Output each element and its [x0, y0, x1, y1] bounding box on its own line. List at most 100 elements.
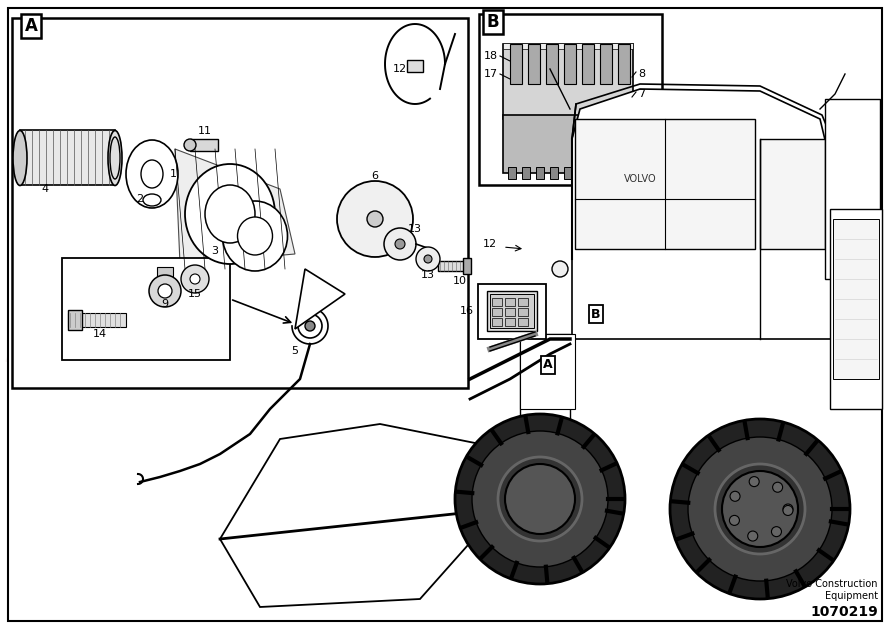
Bar	[522, 167, 530, 179]
Bar	[62, 258, 230, 360]
Bar	[479, 14, 662, 185]
Polygon shape	[350, 539, 365, 559]
Bar	[492, 298, 502, 306]
Text: Diesel-Engines: Diesel-Engines	[2, 348, 123, 407]
Bar	[618, 44, 630, 84]
Circle shape	[670, 419, 850, 599]
Polygon shape	[572, 89, 832, 339]
Circle shape	[472, 431, 608, 567]
Bar	[20, 130, 115, 185]
Circle shape	[498, 457, 582, 541]
Bar	[546, 44, 558, 84]
Bar	[68, 313, 126, 327]
Bar	[518, 298, 528, 306]
Circle shape	[773, 482, 782, 493]
Bar	[520, 334, 575, 409]
Circle shape	[298, 314, 322, 338]
Text: 8: 8	[638, 69, 645, 79]
Text: 紧发动力: 紧发动力	[454, 491, 525, 540]
Text: VOLVO: VOLVO	[624, 174, 656, 184]
Bar	[518, 318, 528, 326]
Bar	[536, 167, 544, 179]
Bar	[12, 18, 468, 388]
Circle shape	[184, 139, 196, 151]
Polygon shape	[310, 539, 325, 559]
Text: 1070219: 1070219	[810, 605, 878, 619]
Polygon shape	[520, 334, 570, 429]
Text: A: A	[543, 359, 553, 372]
Circle shape	[455, 414, 625, 584]
Circle shape	[748, 531, 757, 541]
Circle shape	[783, 504, 793, 514]
Text: Diesel-Engines: Diesel-Engines	[442, 521, 554, 574]
Bar	[503, 43, 633, 49]
Bar	[503, 44, 633, 119]
Text: 4: 4	[42, 184, 49, 194]
Ellipse shape	[13, 130, 27, 186]
Bar	[492, 308, 502, 316]
Polygon shape	[126, 313, 132, 327]
Circle shape	[552, 261, 568, 277]
Text: 12: 12	[393, 64, 407, 74]
Circle shape	[158, 284, 172, 298]
Text: Diesel-Engines: Diesel-Engines	[260, 115, 381, 174]
Ellipse shape	[185, 164, 275, 264]
Text: 14: 14	[93, 329, 107, 339]
Bar	[830, 209, 882, 409]
Text: 15: 15	[188, 289, 202, 299]
Circle shape	[722, 471, 798, 547]
Text: Diesel-Engines: Diesel-Engines	[64, 159, 185, 218]
Text: 7: 7	[638, 89, 645, 99]
Bar	[487, 291, 537, 331]
Text: 紧发动力: 紧发动力	[5, 320, 84, 372]
Ellipse shape	[143, 194, 161, 206]
Circle shape	[305, 321, 315, 331]
Bar	[575, 119, 755, 249]
Text: 紧发动力: 紧发动力	[454, 303, 525, 352]
Polygon shape	[430, 539, 445, 559]
Circle shape	[783, 506, 793, 515]
Text: 紧发动力: 紧发动力	[659, 303, 730, 352]
Circle shape	[416, 247, 440, 271]
Bar	[463, 258, 471, 274]
Ellipse shape	[108, 130, 122, 186]
Circle shape	[367, 211, 383, 227]
Text: Volvo Construction: Volvo Construction	[787, 579, 878, 589]
Ellipse shape	[205, 185, 255, 243]
Bar	[578, 167, 586, 179]
Bar	[518, 308, 528, 316]
Bar	[438, 261, 466, 271]
Ellipse shape	[110, 137, 120, 179]
Text: 10: 10	[453, 276, 467, 286]
Bar	[550, 167, 558, 179]
Text: Equipment: Equipment	[825, 591, 878, 601]
Text: B: B	[591, 308, 601, 321]
Bar	[190, 139, 218, 151]
Text: 紧发动力: 紧发动力	[77, 131, 155, 184]
Bar	[606, 167, 614, 179]
Text: 紧发动力: 紧发动力	[210, 320, 288, 372]
Text: 12: 12	[483, 239, 497, 249]
Text: 紧发动力: 紧发动力	[121, 489, 199, 542]
Text: 11: 11	[198, 126, 212, 136]
Polygon shape	[230, 539, 245, 559]
Polygon shape	[390, 539, 405, 559]
Text: 6: 6	[371, 171, 378, 181]
Text: B: B	[487, 13, 499, 31]
Text: 16: 16	[460, 306, 474, 316]
Text: 9: 9	[161, 299, 168, 309]
Bar	[510, 44, 522, 84]
Circle shape	[424, 255, 432, 263]
Circle shape	[190, 274, 200, 284]
Bar	[582, 44, 594, 84]
Bar	[503, 115, 633, 173]
Polygon shape	[270, 539, 285, 559]
Ellipse shape	[141, 160, 163, 188]
Text: 3: 3	[212, 246, 219, 256]
Text: 18: 18	[484, 51, 498, 61]
Polygon shape	[295, 269, 345, 329]
Text: 13: 13	[408, 224, 422, 234]
Bar	[528, 44, 540, 84]
Circle shape	[337, 181, 413, 257]
Bar	[760, 139, 825, 249]
